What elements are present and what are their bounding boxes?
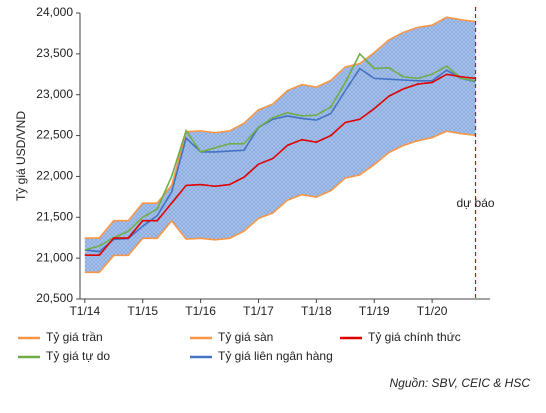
- x-tick-label: T1/18: [301, 304, 332, 318]
- y-axis-label: Tỷ giá USD/VND: [14, 111, 28, 201]
- x-tick-label: T1/14: [69, 304, 100, 318]
- y-tick-label: 23,500: [36, 46, 73, 60]
- legend-label: Tỷ giá liên ngân hàng: [218, 349, 333, 363]
- y-tick-label: 22,000: [36, 169, 73, 183]
- x-tick-label: T1/20: [417, 304, 448, 318]
- legend-label: Tỷ giá trần: [46, 330, 103, 344]
- y-tick-label: 21,500: [36, 209, 73, 223]
- series-line: [84, 52, 476, 251]
- y-tick-label: 23,000: [36, 87, 73, 101]
- y-tick-label: 22,500: [36, 128, 73, 142]
- band-fill: [84, 17, 476, 273]
- source: Nguồn: SBV, CEIC & HSC: [390, 376, 531, 390]
- x-tick-label: T1/16: [185, 304, 216, 318]
- series-line: [84, 130, 476, 274]
- y-tick-label: 21,000: [36, 250, 73, 264]
- legend-label: Tỷ giá tự do: [46, 349, 110, 363]
- y-tick-label: 24,000: [36, 5, 73, 19]
- series-line: [84, 73, 476, 257]
- x-tick-label: T1/17: [243, 304, 274, 318]
- x-tick-label: T1/19: [359, 304, 390, 318]
- series-line: [84, 16, 476, 239]
- x-tick-label: T1/15: [127, 304, 158, 318]
- y-tick-label: 20,500: [36, 291, 73, 305]
- legend-label: Tỷ giá chính thức: [368, 330, 461, 344]
- forecast-label: dự báo: [456, 196, 494, 210]
- legend-label: Tỷ giá sàn: [218, 330, 273, 344]
